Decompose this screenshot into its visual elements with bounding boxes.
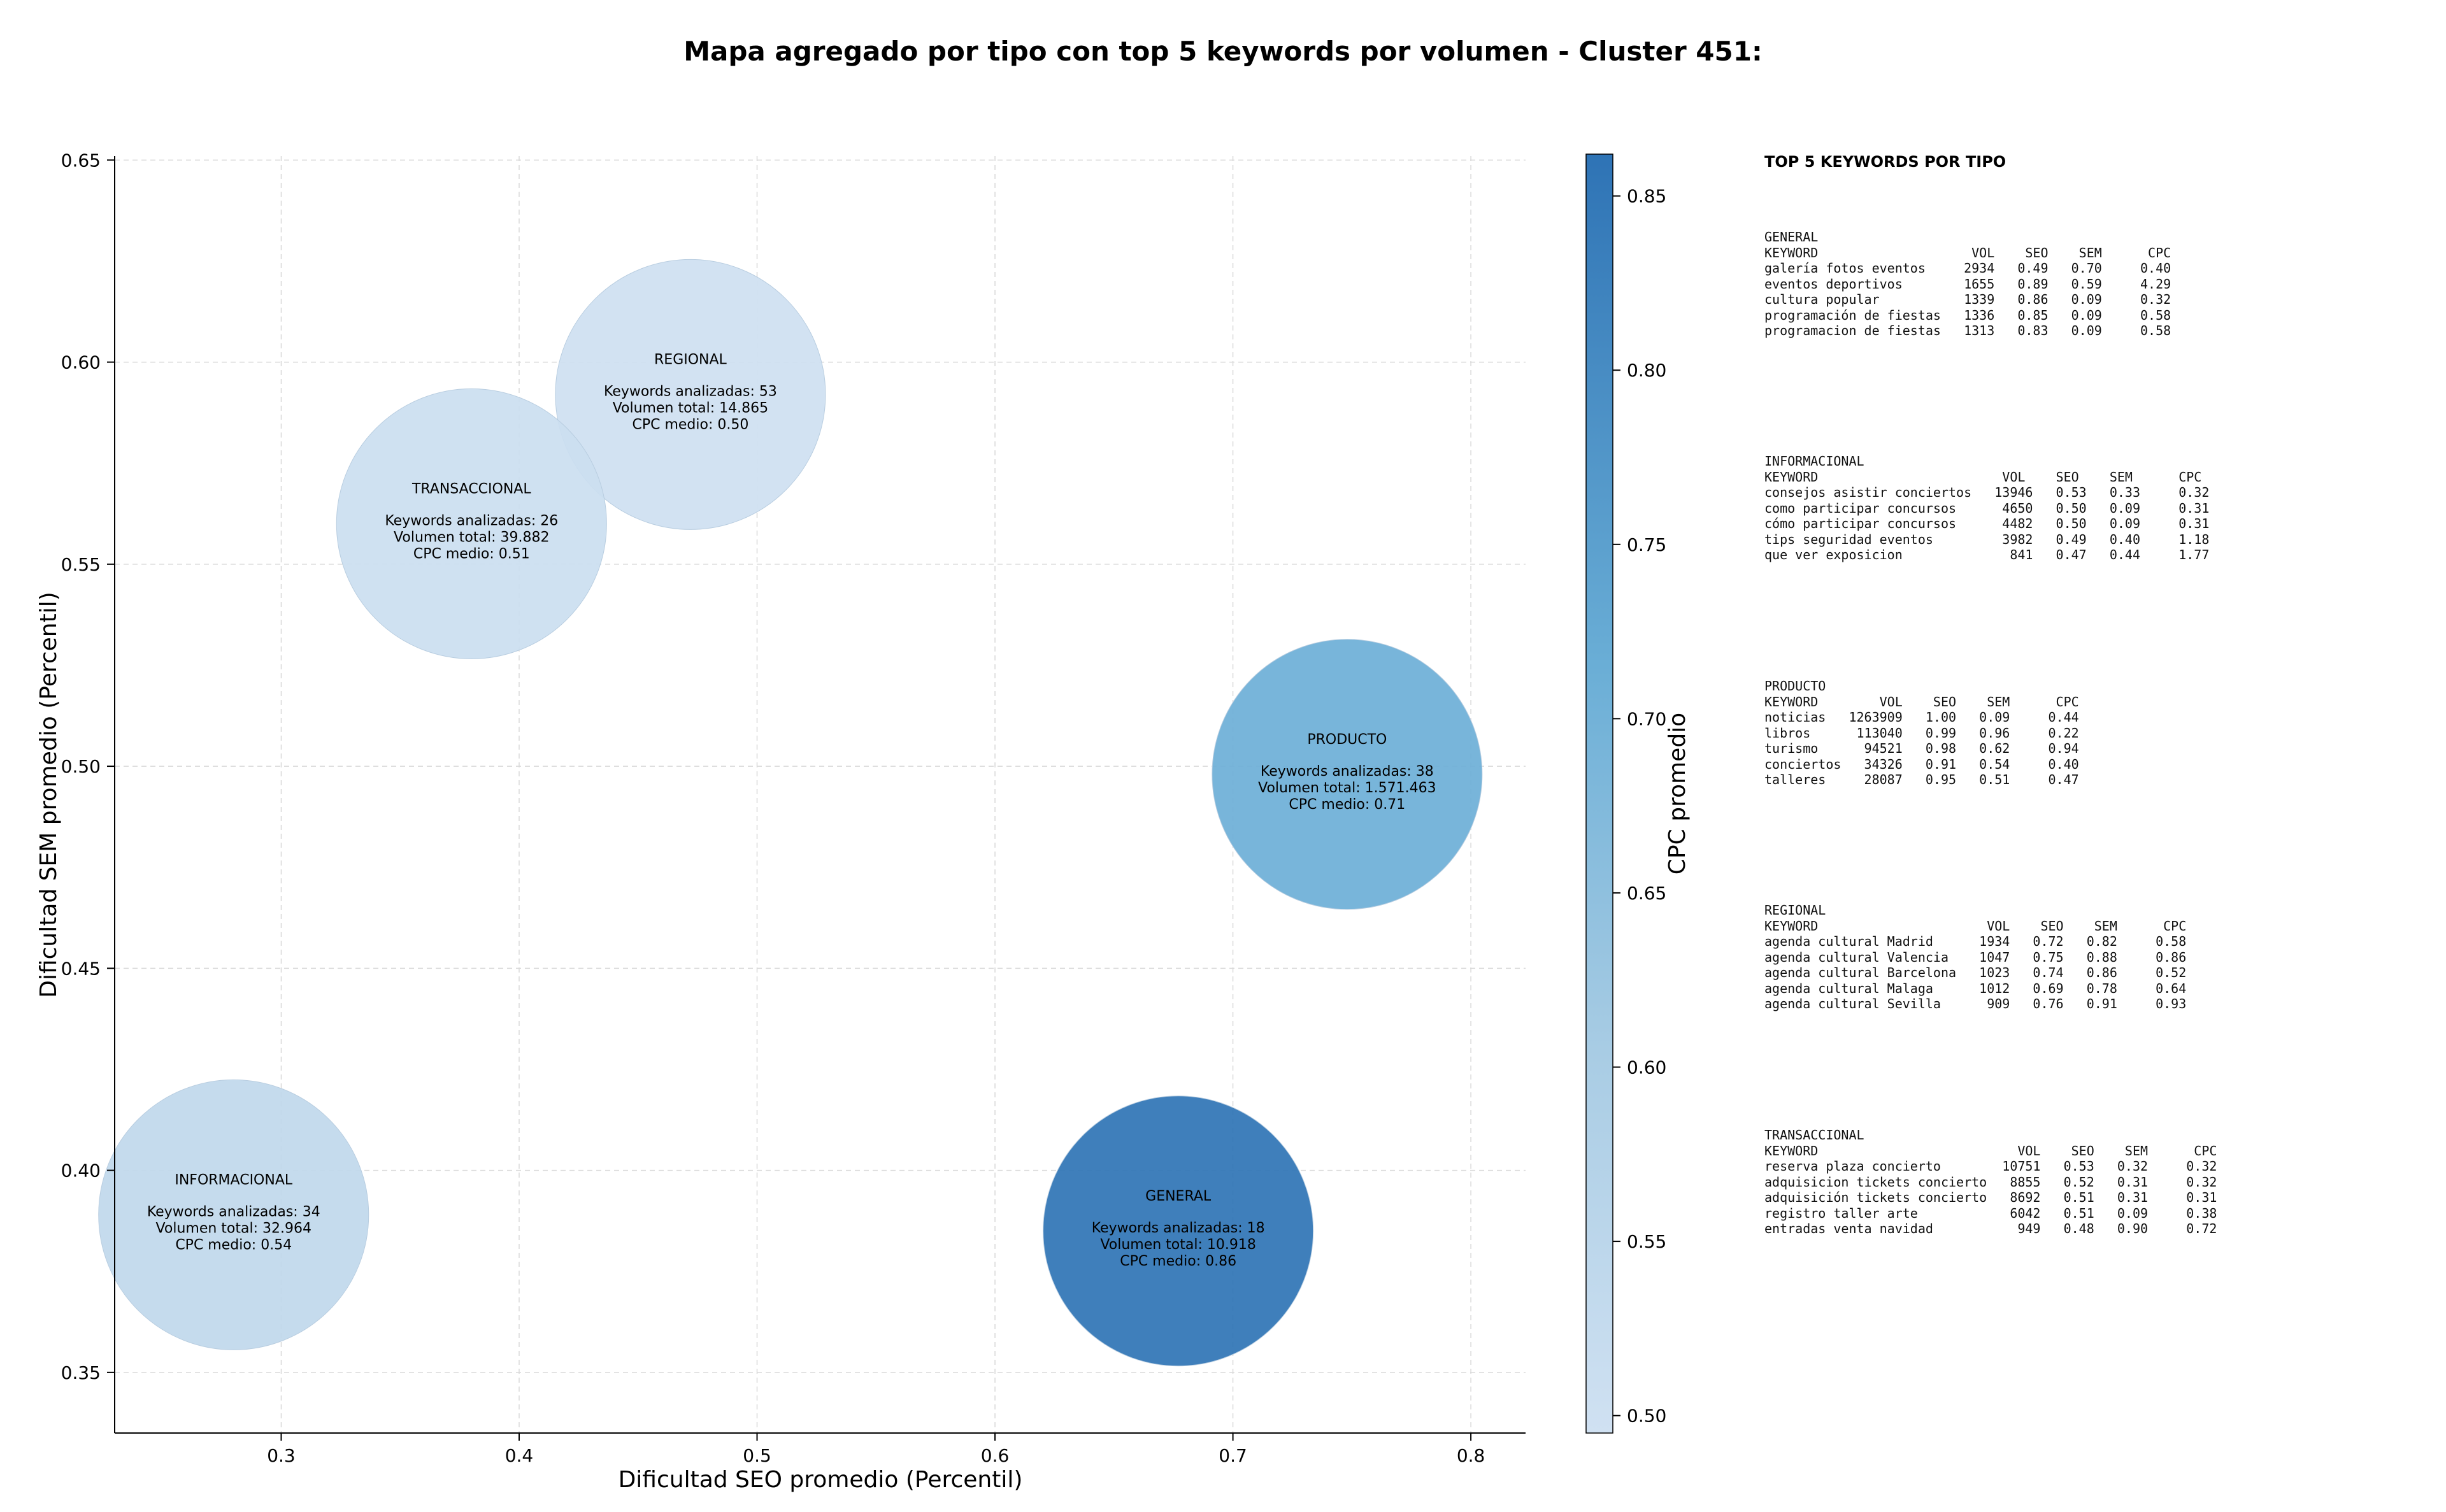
colorbar-tick-label: 0.85 — [1627, 186, 1666, 207]
bubble-circle — [555, 259, 826, 530]
bubble-label-volume-text: Volumen total: 14.865 — [613, 400, 768, 416]
colorbar-tick-label: 0.75 — [1627, 534, 1666, 555]
colorbar-tick-label: 0.50 — [1627, 1406, 1666, 1427]
colorbar-tick-label: 0.60 — [1627, 1057, 1666, 1078]
bubble-transaccional: TRANSACCIONAL Keywords analizadas: 26Volu… — [336, 388, 607, 659]
chart-title: Mapa agregado por tipo con top 5 keyword… — [683, 36, 1763, 67]
colorbar — [1585, 153, 1613, 1434]
bubble-label-cpc-text: CPC medio: 0.86 — [1120, 1253, 1236, 1269]
bubble-label-volume-text: Volumen total: 39.882 — [394, 529, 549, 545]
bubble-label-name: TRANSACCIONAL — [411, 481, 531, 497]
x-tick-label: 0.8 — [1457, 1445, 1485, 1466]
bubble-label-keywords-text: Keywords analizadas: 53 — [604, 383, 777, 399]
y-tick-label: 0.35 — [61, 1362, 101, 1383]
x-tick-label: 0.6 — [981, 1445, 1010, 1466]
colorbar-tick-label: 0.55 — [1627, 1231, 1666, 1252]
bubble-label-name: INFORMACIONAL — [175, 1172, 293, 1188]
bubble-circle — [1043, 1095, 1314, 1367]
x-axis-label: Dificultad SEO promedio (Percentil) — [619, 1467, 1023, 1493]
y-axis-label: Dificultad SEM promedio (Percentil) — [36, 592, 62, 998]
bubble-label-cpc-text: CPC medio: 0.71 — [1289, 797, 1405, 813]
colorbar-label: CPC promedio — [1664, 713, 1691, 874]
bubble-label-keywords-text: Keywords analizadas: 34 — [147, 1204, 320, 1220]
bubble-label-keywords-text: Keywords analizadas: 38 — [1261, 764, 1434, 780]
y-tick-label: 0.65 — [61, 150, 101, 171]
top-keywords-producto: PRODUCTO KEYWORD VOL SEO SEM CPC noticia… — [1764, 678, 2079, 787]
grid-lines — [115, 156, 1526, 1433]
y-tick-label: 0.55 — [61, 554, 101, 575]
x-ticks: 0.3 0.4 0.5 0.6 0.7 0.8 — [267, 1433, 1485, 1466]
top-keywords-general: GENERAL KEYWORD VOL SEO SEM CPC galería … — [1764, 229, 2171, 338]
bubble-label-keywords-text: Keywords analizadas: 18 — [1092, 1220, 1265, 1236]
side-panel-heading: TOP 5 KEYWORDS POR TIPO — [1764, 153, 2006, 171]
x-tick-label: 0.7 — [1219, 1445, 1247, 1466]
bubble-circle — [1212, 639, 1483, 910]
bubble-label-name: REGIONAL — [654, 352, 727, 367]
colorbar-ticks: 0.50 0.55 0.60 0.65 0.70 0.75 0.80 0.85 — [1613, 186, 1666, 1427]
colorbar-tick-label: 0.80 — [1627, 360, 1666, 381]
colorbar-tick-label: 0.65 — [1627, 883, 1666, 904]
bubble-label-name: PRODUCTO — [1307, 732, 1387, 748]
bubble-informacional: INFORMACIONAL Keywords analizadas: 34Volu… — [98, 1079, 369, 1350]
bubble-label-keywords-text: Keywords analizadas: 26 — [385, 513, 558, 529]
top-keywords-transaccional: TRANSACCIONAL KEYWORD VOL SEO SEM CPC re… — [1764, 1127, 2217, 1236]
x-tick-label: 0.5 — [743, 1445, 771, 1466]
bubble-label-cpc-text: CPC medio: 0.54 — [175, 1237, 292, 1253]
bubble-label-cpc-text: CPC medio: 0.51 — [413, 546, 530, 562]
bubble-label-volume-text: Volumen total: 10.918 — [1100, 1237, 1255, 1253]
y-ticks: 0.35 0.40 0.45 0.50 0.55 0.60 0.65 — [61, 150, 115, 1383]
bubble-label-name: GENERAL — [1145, 1188, 1212, 1204]
x-tick-label: 0.3 — [267, 1445, 296, 1466]
bubble-circle — [98, 1079, 369, 1350]
colorbar-tick-label: 0.70 — [1627, 708, 1666, 729]
x-tick-label: 0.4 — [505, 1445, 534, 1466]
bubble-label-volume-text: Volumen total: 1.571.463 — [1258, 780, 1436, 796]
y-tick-label: 0.50 — [61, 756, 101, 777]
y-tick-label: 0.45 — [61, 958, 101, 979]
bubble-label-cpc-text: CPC medio: 0.50 — [632, 417, 748, 432]
y-tick-label: 0.40 — [61, 1160, 101, 1181]
bubble-label-volume-text: Volumen total: 32.964 — [156, 1220, 311, 1236]
top-keywords-informacional: INFORMACIONAL KEYWORD VOL SEO SEM CPC co… — [1764, 453, 2210, 562]
top-keywords-regional: REGIONAL KEYWORD VOL SEO SEM CPC agenda … — [1764, 902, 2187, 1011]
bubble-circle — [336, 388, 607, 659]
y-tick-label: 0.60 — [61, 352, 101, 373]
